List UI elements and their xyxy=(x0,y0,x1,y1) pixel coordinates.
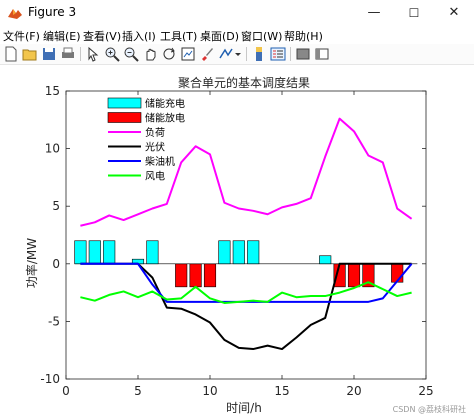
maximize-button[interactable]: ☐ xyxy=(408,6,420,20)
zoom-out-icon[interactable] xyxy=(123,46,139,62)
discharge-bar xyxy=(189,263,202,288)
y-tick-label: 10 xyxy=(45,142,60,156)
charge-bar xyxy=(247,240,260,265)
axes-box xyxy=(65,90,427,380)
zoom-in-icon[interactable] xyxy=(104,46,120,62)
rotate-icon[interactable] xyxy=(161,46,177,62)
legend-label: 风电 xyxy=(145,170,165,183)
charge-bar xyxy=(319,255,332,265)
y-tick-label: 15 xyxy=(45,84,60,98)
discharge-bar xyxy=(347,263,361,288)
insert-colorbar-icon[interactable] xyxy=(251,46,267,62)
x-axis-label: 时间/h xyxy=(226,401,262,415)
charge-bar xyxy=(74,240,87,265)
menu-help[interactable]: 帮助(H) xyxy=(284,30,323,43)
show-plot-tools-icon[interactable] xyxy=(314,46,330,62)
window-title: Figure 3 xyxy=(28,5,77,19)
legend-label: 光伏 xyxy=(145,141,165,154)
discharge-bar xyxy=(175,263,188,288)
close-button[interactable]: ✕ xyxy=(448,5,460,20)
print-icon[interactable] xyxy=(60,46,76,62)
menu-tools[interactable]: 工具(T) xyxy=(160,30,198,43)
legend-label: 柴油机 xyxy=(145,155,175,168)
new-file-icon[interactable] xyxy=(3,46,19,62)
y-tick-label: -5 xyxy=(48,314,60,328)
toolbar xyxy=(0,44,474,65)
charge-bar xyxy=(218,240,231,265)
menu-file[interactable]: 文件(F) xyxy=(3,30,40,43)
insert-legend-icon[interactable] xyxy=(270,46,286,62)
charge-bar xyxy=(103,240,116,265)
brush-icon[interactable] xyxy=(199,46,215,62)
y-tick-label: 5 xyxy=(52,199,60,213)
x-tick-label: 25 xyxy=(418,384,433,398)
menu-window[interactable]: 窗口(W) xyxy=(241,30,283,43)
y-axis-label: 功率/MW xyxy=(24,238,39,288)
legend-swatch xyxy=(107,97,142,109)
data-cursor-icon[interactable] xyxy=(180,46,196,62)
discharge-bar xyxy=(391,263,404,283)
chart: 聚合单元的基本调度结果 时间/h 功率/MW 0 5 10 15 20 25 -10 -5 0 5… xyxy=(24,75,434,415)
plot-background xyxy=(66,91,426,379)
matlab-figure-icon xyxy=(8,9,22,19)
watermark: CSDN @荔枝科研社 xyxy=(392,405,466,414)
x-tick-label: 5 xyxy=(134,384,142,398)
menu-desktop[interactable]: 桌面(D) xyxy=(200,30,240,43)
hide-plot-tools-icon[interactable] xyxy=(295,46,311,62)
plot-area: 0 5 10 15 20 25 -10 -5 0 5 10 15 xyxy=(40,84,433,398)
chart-title: 聚合单元的基本调度结果 xyxy=(178,75,310,90)
discharge-bar xyxy=(203,263,217,288)
chevron-down-icon[interactable] xyxy=(234,46,242,62)
y-tick-label: -10 xyxy=(40,372,60,386)
y-tick-label: 0 xyxy=(52,257,60,271)
menu-view[interactable]: 查看(V) xyxy=(83,30,122,43)
menu-edit[interactable]: 编辑(E) xyxy=(43,30,81,43)
charge-bar xyxy=(146,240,159,265)
open-file-icon[interactable] xyxy=(22,46,38,62)
save-icon[interactable] xyxy=(41,46,57,62)
charge-bar xyxy=(232,240,245,265)
x-tick-label: 20 xyxy=(346,384,361,398)
load-line xyxy=(80,117,413,227)
legend-label: 负荷 xyxy=(145,126,165,139)
menu-bar: 文件(F) 编辑(E) 查看(V) 插入(I) 工具(T) 桌面(D) 窗口(W… xyxy=(0,26,474,44)
pan-icon[interactable] xyxy=(142,46,158,62)
wind-line xyxy=(80,281,412,304)
x-tick-label: 10 xyxy=(202,384,217,398)
legend-label: 储能充电 xyxy=(145,97,185,110)
charge-bar xyxy=(88,240,101,265)
menu-insert[interactable]: 插入(I) xyxy=(122,30,156,43)
legend-label: 储能放电 xyxy=(145,112,185,125)
title-bar: Figure 3 — ☐ ✕ xyxy=(0,0,474,27)
link-icon[interactable] xyxy=(218,46,234,62)
x-tick-label: 15 xyxy=(274,384,289,398)
minimize-button[interactable]: — xyxy=(367,5,381,20)
pointer-icon[interactable] xyxy=(85,46,101,62)
legend-swatch xyxy=(107,112,142,123)
x-tick-label: 0 xyxy=(62,384,70,398)
